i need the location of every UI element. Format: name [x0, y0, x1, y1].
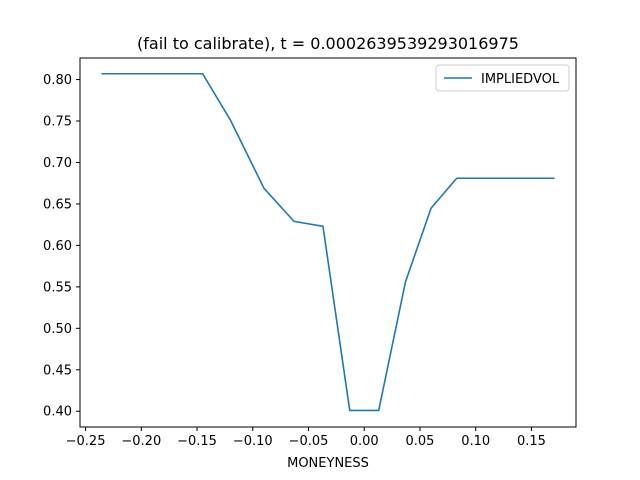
x-axis: −0.25 −0.20 −0.15 −0.10 −0.05 0.00 0.05 0.10 0.1… [66, 427, 546, 449]
legend: IMPLIEDVOL [435, 64, 570, 92]
legend-box [435, 64, 570, 92]
y-tick-label: 0.80 [43, 73, 72, 88]
y-tick-label: 0.45 [43, 363, 72, 378]
x-tick-label: −0.05 [289, 434, 329, 449]
x-tick-label: 0.05 [405, 434, 434, 449]
y-tick-label: 0.60 [43, 239, 72, 254]
x-tick-label: −0.10 [233, 434, 273, 449]
x-tick-label: −0.25 [66, 434, 106, 449]
legend-label-impliedvol: IMPLIEDVOL [481, 72, 560, 87]
plot-frame [79, 57, 577, 428]
plot-area [101, 72, 555, 412]
x-tick-label: 0.15 [517, 434, 546, 449]
x-tick-label: −0.20 [121, 434, 161, 449]
y-tick-label: 0.75 [43, 115, 72, 130]
x-axis-label: MONEYNESS [287, 456, 369, 471]
x-tick-label: −0.15 [177, 434, 217, 449]
x-tick-label: 0.00 [350, 434, 379, 449]
x-tick-label: 0.10 [461, 434, 490, 449]
series-line-impliedvol [101, 72, 555, 412]
y-tick-label: 0.55 [43, 280, 72, 295]
y-tick-label: 0.65 [43, 197, 72, 212]
chart-title: (fail to calibrate), t = 0.0002639539293… [137, 34, 519, 53]
y-tick-label: 0.70 [43, 156, 72, 171]
y-tick-label: 0.50 [43, 322, 72, 337]
y-axis: 0.40 0.45 0.50 0.55 0.60 0.65 0.70 0.75 0.80 [43, 73, 80, 420]
y-tick-label: 0.40 [43, 405, 72, 420]
